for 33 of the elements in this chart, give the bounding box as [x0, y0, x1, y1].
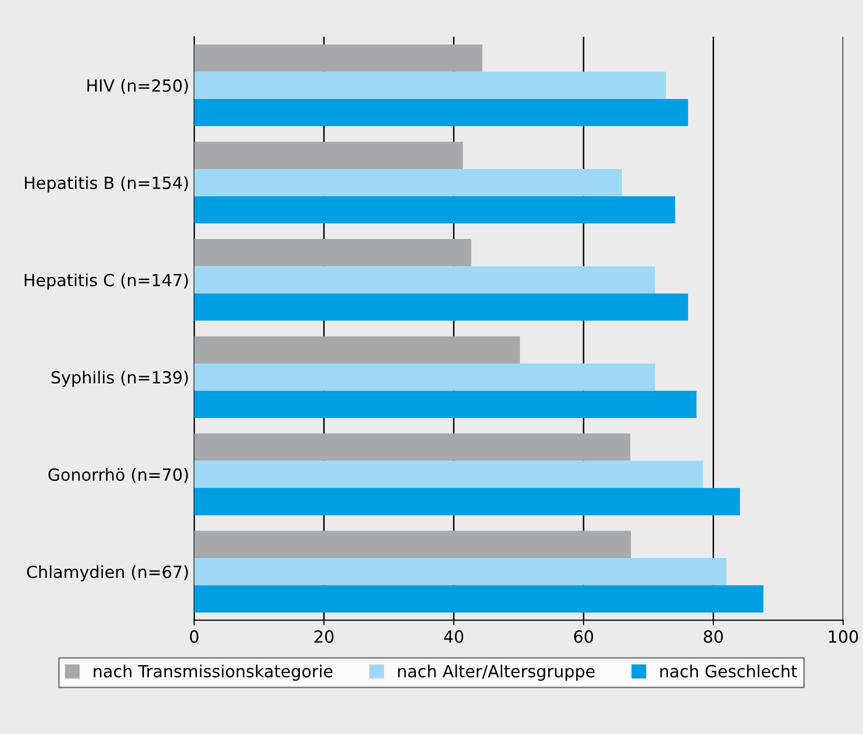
x-tick-label: 20 [314, 630, 334, 643]
x-tick-label: 80 [704, 630, 723, 643]
bar [194, 363, 655, 391]
bar [194, 336, 520, 364]
y-tick-label: Gonorrhö (n=70) [48, 468, 188, 483]
legend-label: nach Transmissionskategorie [94, 664, 332, 681]
x-tick-label: 60 [574, 630, 594, 643]
legend-label: nach Geschlecht [660, 664, 797, 678]
bar [194, 196, 676, 224]
bar [194, 142, 463, 169]
bar [194, 44, 482, 72]
legend-label: nach Alter/Altersgruppe [398, 664, 595, 681]
bar [194, 390, 696, 418]
bar [194, 293, 688, 321]
y-tick-label: HIV (n=250) [87, 79, 188, 94]
bar [194, 434, 630, 461]
y-tick-label: Chlamydien (n=67) [27, 565, 188, 582]
x-tick-label: 40 [444, 630, 464, 643]
y-tick-label: Hepatitis B (n=154) [24, 176, 188, 192]
bar [194, 238, 472, 266]
bar [194, 168, 622, 196]
bar [194, 530, 631, 558]
x-tick-label: 0 [190, 630, 198, 643]
bar [194, 266, 655, 294]
bar [194, 558, 726, 586]
bar [194, 72, 666, 99]
bar [194, 460, 703, 488]
x-tick-label: 100 [829, 630, 858, 643]
bar [194, 488, 740, 516]
bar [194, 585, 764, 612]
bar [194, 98, 688, 126]
y-tick-label: Syphilis (n=139) [52, 370, 188, 387]
y-tick-label: Hepatitis C (n=147) [24, 274, 188, 290]
